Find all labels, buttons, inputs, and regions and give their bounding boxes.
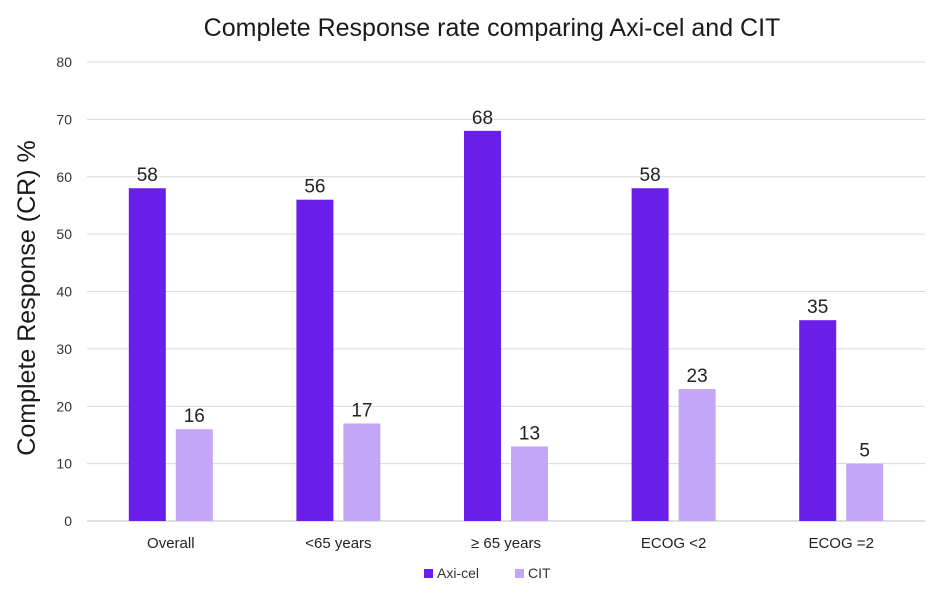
category-label: ≥ 65 years xyxy=(471,535,541,552)
legend-swatch-cit xyxy=(515,569,524,578)
category-label: ECOG <2 xyxy=(641,535,706,552)
y-tick-label: 60 xyxy=(56,169,72,185)
legend-label-cit: CIT xyxy=(528,565,551,581)
data-label-cit: 23 xyxy=(687,366,708,387)
y-tick-label: 30 xyxy=(56,341,72,357)
data-label-cit: 16 xyxy=(184,406,205,427)
gridlines xyxy=(87,61,925,522)
legend-swatch-axi-cel xyxy=(424,569,433,578)
bar-axi-cel xyxy=(631,188,669,521)
y-tick-label: 0 xyxy=(64,513,72,529)
data-label-axi-cel: 35 xyxy=(807,297,828,318)
bar-cit xyxy=(678,389,716,521)
y-tick-label: 40 xyxy=(56,284,72,300)
bar-axi-cel xyxy=(128,188,166,521)
bar-cit xyxy=(511,446,548,521)
bar-cit xyxy=(846,463,884,521)
category-label: Overall xyxy=(147,535,195,552)
chart-title: Complete Response rate comparing Axi-cel… xyxy=(204,14,781,42)
data-labels: 58 16 56 17 68 13 58 23 35 5 xyxy=(137,108,870,462)
data-label-axi-cel: 58 xyxy=(640,165,661,186)
bars xyxy=(128,130,884,521)
data-label-cit: 5 xyxy=(859,441,870,462)
y-tick-label: 20 xyxy=(56,398,72,414)
legend-label-axi-cel: Axi-cel xyxy=(437,565,479,581)
bar-axi-cel xyxy=(464,130,501,521)
y-tick-label: 70 xyxy=(56,111,72,127)
data-label-cit: 13 xyxy=(519,423,540,444)
y-axis-label: Complete Response (CR) % xyxy=(13,140,41,455)
y-tick-label: 10 xyxy=(56,456,72,472)
y-axis-ticks: 0 10 20 30 40 50 60 70 80 xyxy=(56,54,72,529)
bar-cit xyxy=(175,429,213,521)
data-label-axi-cel: 68 xyxy=(472,108,493,129)
bar-axi-cel xyxy=(799,320,837,521)
legend: Axi-cel CIT xyxy=(424,565,551,581)
data-label-axi-cel: 56 xyxy=(304,177,325,198)
y-tick-label: 50 xyxy=(56,226,72,242)
category-label: ECOG =2 xyxy=(808,535,873,552)
category-label: <65 years xyxy=(305,535,371,552)
data-label-cit: 17 xyxy=(351,400,372,421)
bar-cit xyxy=(343,423,381,521)
x-axis-categories: Overall <65 years ≥ 65 years ECOG <2 ECOG =2 xyxy=(147,535,874,552)
bar-axi-cel xyxy=(296,199,334,521)
y-tick-label: 80 xyxy=(56,54,72,70)
data-label-axi-cel: 58 xyxy=(137,165,158,186)
